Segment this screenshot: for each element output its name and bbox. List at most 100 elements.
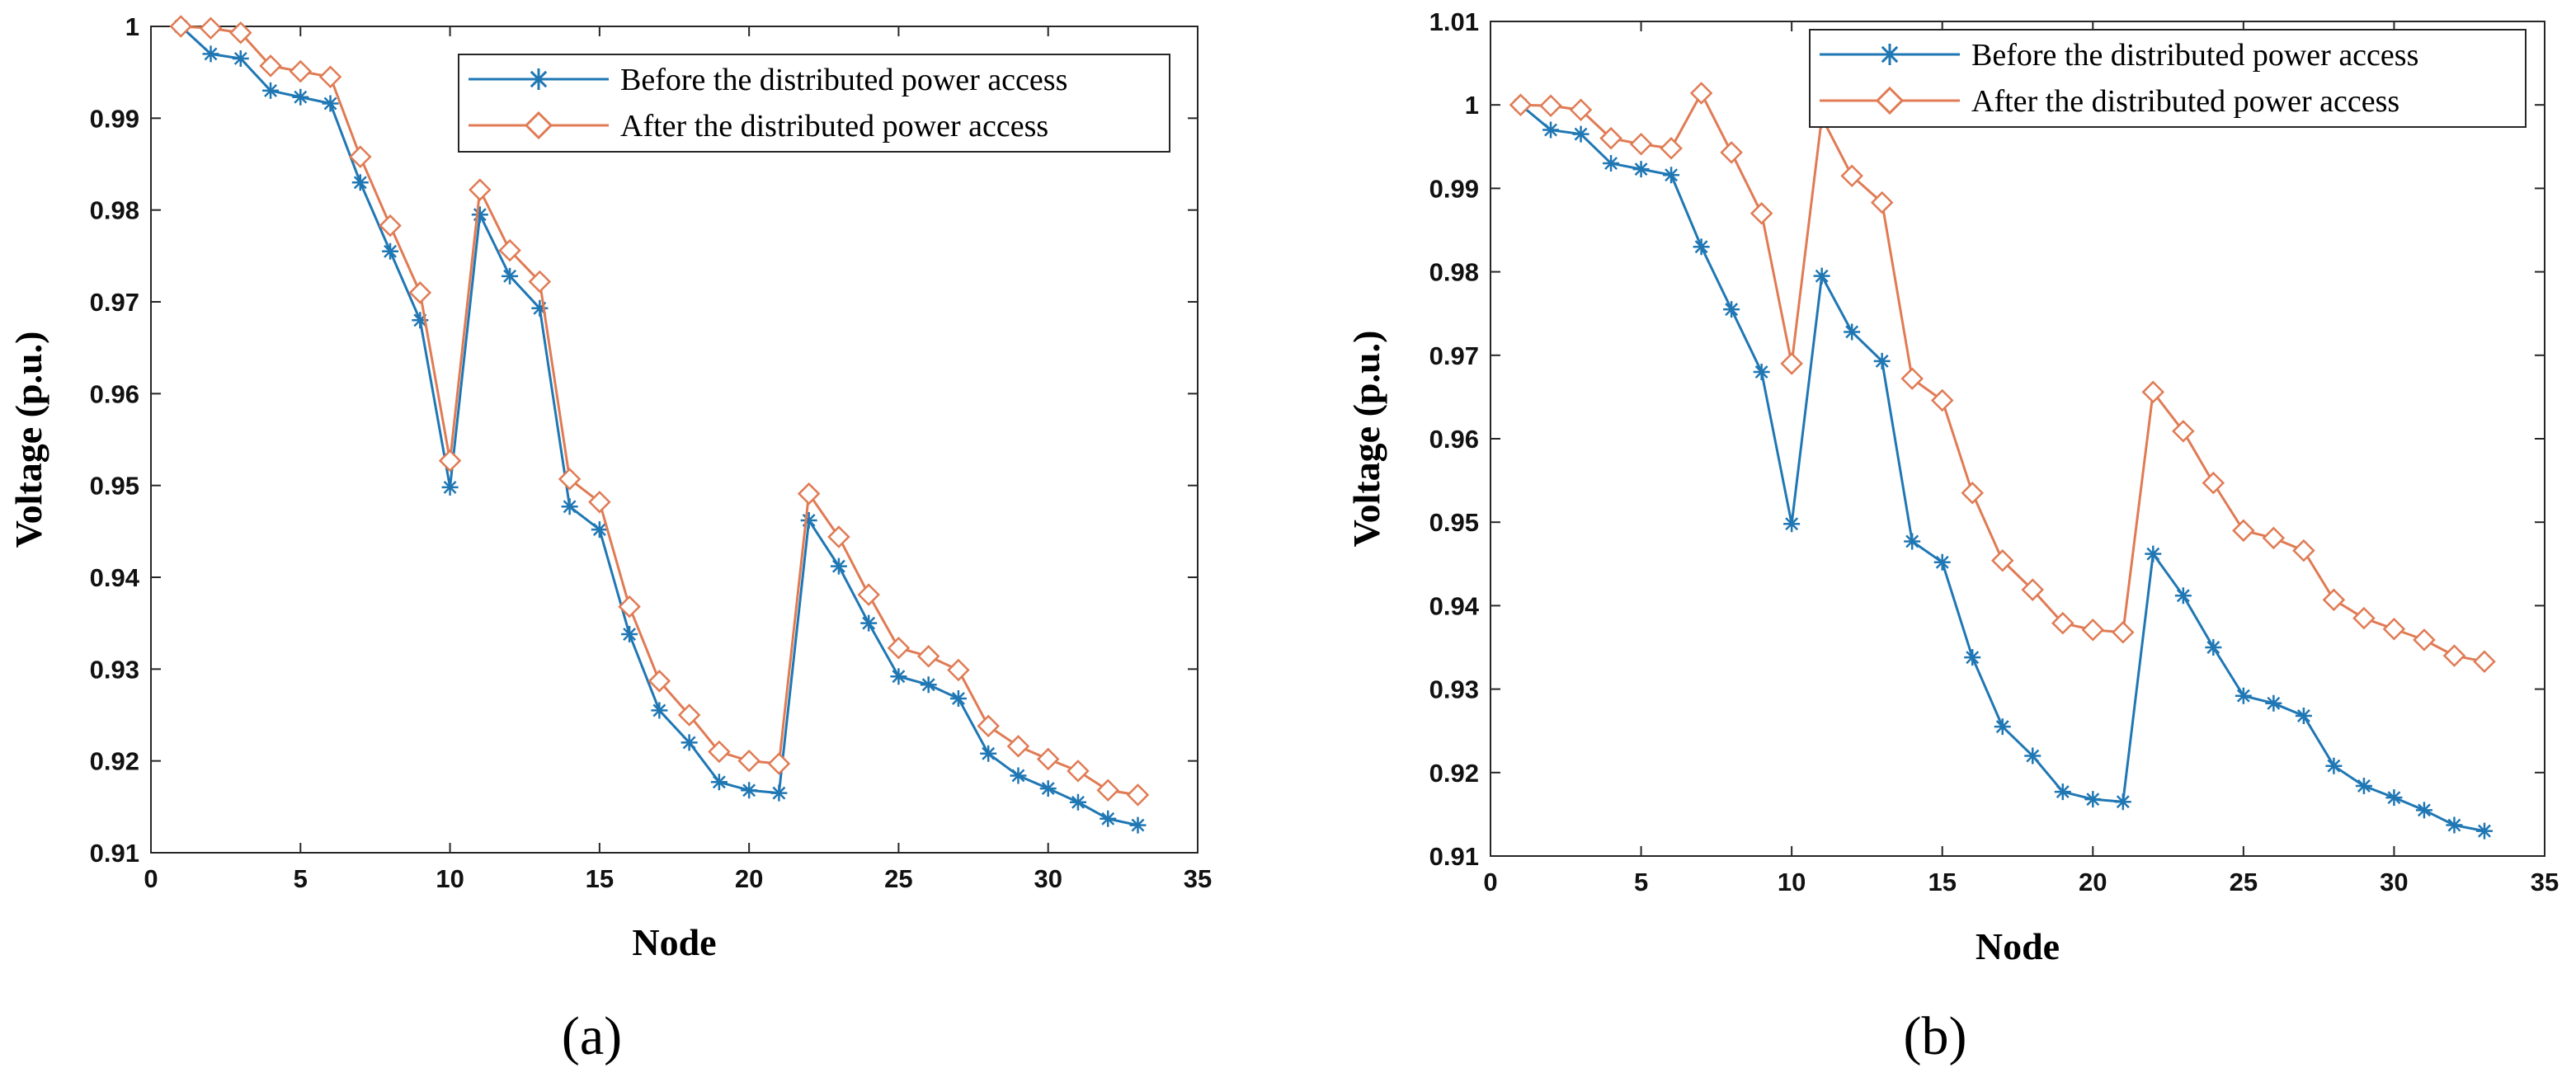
data-point-asterisk <box>890 668 907 685</box>
x-tick-label: 5 <box>294 864 308 893</box>
data-point-diamond <box>1689 82 1713 105</box>
data-point-asterisk <box>1873 352 1891 369</box>
data-point-diamond <box>737 749 761 773</box>
data-point-asterisk <box>2024 747 2041 764</box>
data-point-diamond <box>1870 191 1894 214</box>
data-point-asterisk <box>710 774 728 791</box>
data-point-asterisk <box>591 521 608 539</box>
data-point-diamond <box>2262 526 2286 550</box>
data-point-asterisk <box>232 49 249 67</box>
data-point-asterisk <box>860 614 878 632</box>
data-point-diamond <box>1780 352 1803 375</box>
x-tick-label: 35 <box>1184 864 1212 893</box>
data-point-asterisk <box>1603 155 1620 172</box>
y-tick-label: 0.93 <box>1429 675 1479 704</box>
series-after <box>169 15 1150 807</box>
series-line <box>1520 90 2485 663</box>
legend: Before the distributed power access After… <box>458 54 1170 153</box>
data-point-asterisk <box>412 312 429 329</box>
data-point-diamond <box>708 740 731 764</box>
data-point-asterisk <box>741 782 758 799</box>
data-point-diamond <box>2413 628 2436 652</box>
y-tick-label: 0.98 <box>1429 258 1479 287</box>
y-tick-label: 1.01 <box>1429 7 1479 36</box>
data-point-asterisk <box>2174 587 2192 605</box>
y-tick-label: 0.91 <box>90 839 139 868</box>
data-point-asterisk <box>1933 553 1951 571</box>
series-before <box>1512 96 2493 840</box>
data-point-asterisk <box>1572 125 1589 143</box>
x-tick-label: 20 <box>735 864 763 893</box>
data-point-diamond <box>349 145 372 168</box>
y-tick-label: 0.99 <box>1429 174 1479 203</box>
x-tick-label: 25 <box>884 864 912 893</box>
data-point-asterisk <box>202 45 219 63</box>
data-point-asterisk <box>2295 707 2312 724</box>
data-point-asterisk <box>1663 167 1680 184</box>
data-point-asterisk <box>1783 515 1801 533</box>
y-tick-label: 0.97 <box>1429 341 1479 370</box>
data-point-asterisk <box>2446 816 2463 834</box>
y-tick-label: 1 <box>125 12 139 41</box>
data-point-diamond <box>977 714 1000 738</box>
data-point-diamond <box>2141 380 2165 404</box>
data-point-diamond <box>2172 420 2195 443</box>
data-point-asterisk <box>1632 161 1650 178</box>
legend-marker-asterisk <box>528 68 549 90</box>
data-point-diamond <box>1006 735 1030 758</box>
data-point-diamond <box>259 54 282 78</box>
data-point-diamond <box>558 468 582 491</box>
data-point-diamond <box>528 270 552 294</box>
chart-panel-b: 0 5 10 15 20 25 30 35 0.91 0.92 0.93 0.94 0.95 0.96 0.… <box>1345 7 2559 1066</box>
data-point-diamond <box>648 670 671 693</box>
data-point-asterisk <box>2235 687 2252 704</box>
x-tick-label: 10 <box>1778 868 1806 896</box>
data-point-diamond <box>408 281 432 304</box>
x-axis-label: Node <box>1976 925 2060 967</box>
data-point-diamond <box>1961 482 1984 505</box>
data-point-diamond <box>1126 783 1150 807</box>
data-point-asterisk <box>1069 793 1086 811</box>
data-point-diamond <box>827 525 850 548</box>
data-point-diamond <box>887 636 911 660</box>
legend-label: After the distributed power access <box>620 109 1048 143</box>
data-point-diamond <box>1930 388 1954 412</box>
panel-label: (a) <box>562 1006 622 1066</box>
data-point-asterisk <box>2415 802 2432 819</box>
data-point-asterisk <box>2475 822 2493 840</box>
panel-label: (b) <box>1904 1006 1967 1066</box>
data-point-diamond <box>289 59 313 83</box>
data-point-diamond <box>1067 760 1090 783</box>
data-point-asterisk <box>1129 816 1147 834</box>
data-point-diamond <box>2292 539 2315 562</box>
data-point-asterisk <box>651 702 668 719</box>
data-point-asterisk <box>1753 364 1770 381</box>
y-tick-label: 0.99 <box>90 104 139 133</box>
data-point-diamond <box>797 482 821 506</box>
legend: Before the distributed power access After… <box>1809 29 2527 128</box>
x-tick-label: 0 <box>1483 868 1497 896</box>
data-point-asterisk <box>1039 780 1057 797</box>
y-tick-label: 0.94 <box>1429 591 1480 620</box>
data-point-diamond <box>2021 578 2045 601</box>
data-point-asterisk <box>351 174 369 191</box>
data-point-asterisk <box>2385 789 2403 807</box>
legend-box <box>458 54 1170 153</box>
data-point-diamond <box>857 583 880 606</box>
y-tick-label: 1 <box>1465 91 1479 120</box>
data-point-asterisk <box>2325 757 2343 774</box>
legend-label: Before the distributed power access <box>620 63 1067 97</box>
data-point-asterisk <box>680 734 698 751</box>
data-point-asterisk <box>621 626 638 643</box>
data-point-asterisk <box>382 242 399 260</box>
data-point-asterisk <box>830 557 847 575</box>
x-tick-label: 25 <box>2230 868 2258 896</box>
data-point-diamond <box>199 16 223 40</box>
data-point-asterisk <box>920 676 937 694</box>
data-point-asterisk <box>800 511 817 529</box>
x-axis-label: Node <box>632 921 716 963</box>
data-point-diamond <box>2322 588 2346 612</box>
data-point-diamond <box>229 21 252 45</box>
data-point-diamond <box>469 178 492 201</box>
